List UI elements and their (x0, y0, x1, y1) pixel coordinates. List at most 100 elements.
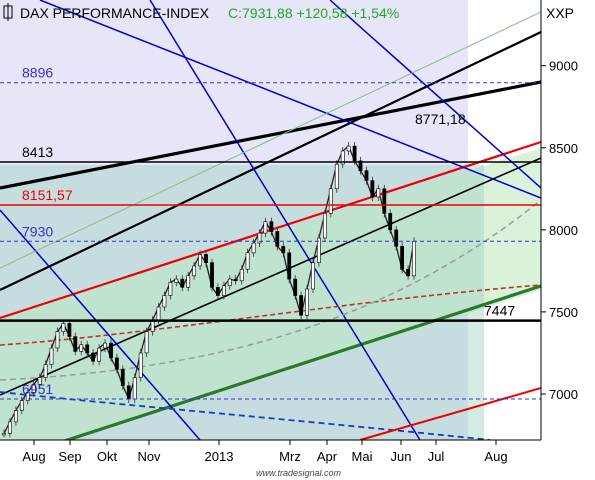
blue-downtrend-upper (39, 0, 541, 199)
candle-body (287, 252, 292, 280)
candle-body (257, 232, 262, 244)
level-label-4: 7447 (484, 303, 515, 319)
level-label-3: 7930 (22, 223, 53, 239)
candle-body (138, 352, 143, 378)
chart-title: DAX PERFORMANCE-INDEX (20, 5, 210, 21)
candle-body (31, 383, 36, 393)
candle-body (352, 145, 357, 162)
x-tick-label: Sep (58, 449, 81, 464)
candle-body (376, 188, 381, 198)
y-tick-label: 8500 (549, 141, 578, 156)
candle-body (115, 357, 119, 370)
candle-body (25, 392, 30, 401)
candle-body (406, 268, 411, 277)
price-line (3, 145, 415, 434)
x-tick-label: Apr (317, 449, 338, 464)
moving-average-red (0, 284, 541, 346)
blue-downtrend-left (0, 209, 201, 440)
candle-body (269, 221, 274, 232)
candle-body (299, 295, 304, 316)
candle-body (156, 306, 161, 321)
x-tick-label: Mrz (279, 449, 301, 464)
candle-body (340, 150, 345, 165)
candle-body (132, 377, 137, 400)
candle-body (400, 246, 405, 270)
candle-body (120, 369, 125, 387)
moving-average-grey (0, 199, 541, 381)
candle-body (198, 254, 203, 267)
blue-downtrend-right (329, 0, 541, 189)
candle-body (388, 213, 393, 231)
candle-body (162, 295, 167, 308)
x-tick-label: Jun (391, 449, 412, 464)
y-tick-label: 7000 (549, 387, 578, 402)
middle-channel-line (0, 157, 541, 396)
candle-body (346, 145, 351, 152)
price-series (2, 142, 416, 438)
candle-body (204, 254, 208, 263)
candle-body (251, 242, 256, 254)
candle-body (168, 282, 173, 296)
candle-body (8, 421, 12, 434)
candle-body (328, 188, 333, 214)
candle-body (61, 323, 66, 332)
candle-body (97, 347, 102, 362)
candle-body (49, 347, 54, 365)
x-tick-label: 2013 (205, 449, 234, 464)
indicator-lines (0, 0, 541, 440)
blue-downtrend-mid (149, 0, 421, 440)
candle-body (144, 331, 149, 354)
candle-body (174, 278, 179, 283)
long-trend-line (0, 80, 541, 190)
candle-body (186, 275, 191, 288)
horizontal-levels: 8896 8413 8151,57 7930 7447 6951 (0, 65, 541, 400)
candle-body (394, 229, 399, 247)
annotation-label: 8771,18 (415, 111, 466, 127)
x-tick-label: Mai (352, 449, 373, 464)
level-label-0: 8896 (22, 65, 53, 81)
candle-body (43, 364, 48, 378)
candle-body (180, 278, 185, 288)
currency-label: XXP (546, 5, 574, 21)
candle-body (192, 265, 197, 277)
candle-body (91, 352, 96, 362)
candle-body (281, 246, 286, 254)
candle-body (2, 433, 6, 436)
level-label-2: 8151,57 (22, 187, 73, 203)
candle-body (79, 344, 84, 352)
quote-readout: C:7931,88 +120,58 +1,54% (228, 5, 399, 21)
candle-body (227, 278, 232, 287)
candle-body (216, 286, 220, 296)
candle-body (103, 342, 107, 349)
candle-body (275, 231, 280, 247)
y-tick-label: 8000 (549, 223, 578, 238)
candle-body (37, 377, 42, 385)
candle-body (233, 278, 238, 282)
red-lower-line (359, 387, 541, 440)
candle-body (293, 278, 298, 296)
candle-body (19, 400, 24, 411)
x-tick-label: Nov (137, 449, 161, 464)
candle-body (109, 342, 113, 359)
candle-body (364, 170, 369, 181)
candle-body (239, 268, 244, 282)
candle-body (263, 221, 268, 234)
level-label-5: 6951 (22, 381, 53, 397)
x-tick-label: Okt (97, 449, 118, 464)
candle-body (412, 240, 416, 277)
y-axis-ticks: 9000 8500 8000 7500 7000 (541, 59, 578, 402)
candle-body (245, 252, 250, 270)
candle-body (73, 336, 78, 352)
y-tick-label: 9000 (549, 59, 578, 74)
lower-channel-line (62, 284, 541, 440)
candle-body (370, 180, 375, 198)
candle-body (67, 323, 72, 337)
candle-body (210, 262, 214, 288)
candle-body (334, 163, 339, 190)
moving-average-blue (0, 391, 491, 440)
x-tick-label: Jul (428, 449, 445, 464)
x-tick-label: Aug (22, 449, 45, 464)
x-axis-ticks: Aug Sep Okt Nov 2013 Mrz Apr Mai Jun Jul Aug (22, 440, 508, 464)
